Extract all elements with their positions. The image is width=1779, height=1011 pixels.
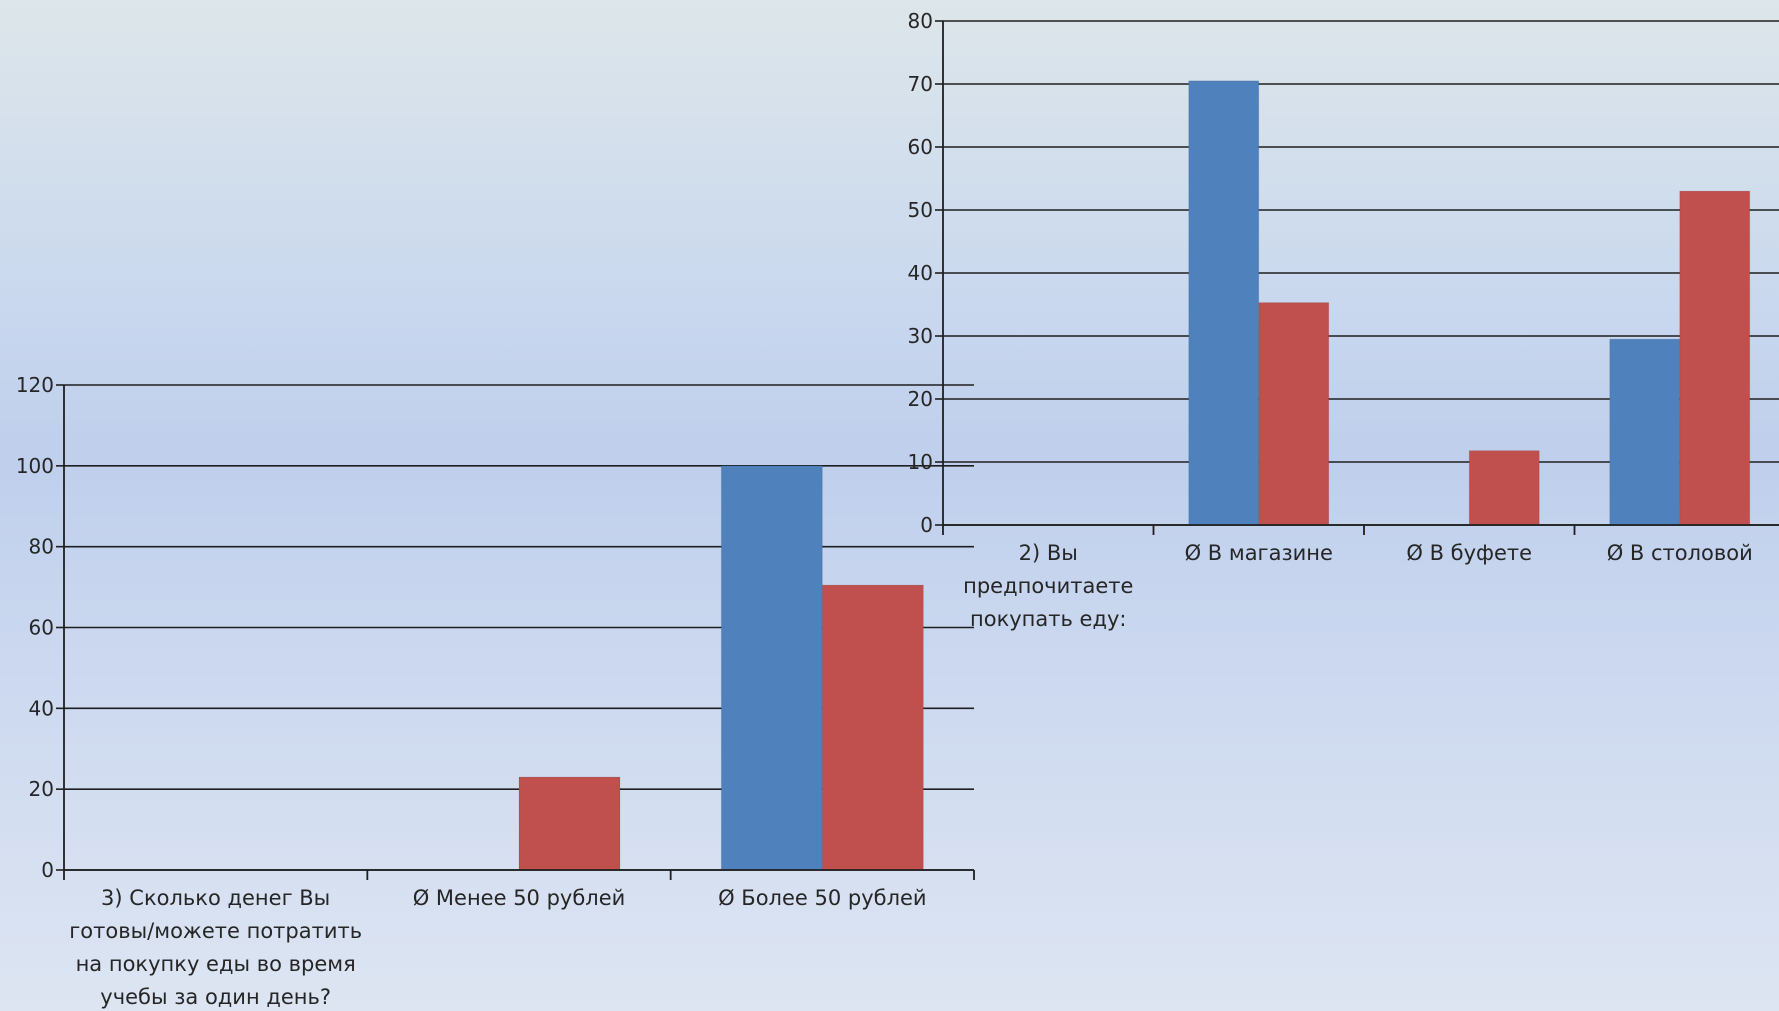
chart1-ytick-label: 60 bbox=[29, 616, 54, 640]
chart1-bar-series2-cat2 bbox=[518, 776, 621, 871]
chart1-ytick-label: 0 bbox=[41, 858, 54, 882]
chart2-ytick-label: 50 bbox=[908, 198, 933, 222]
chart2-ytick-label: 30 bbox=[908, 324, 933, 348]
chart1-bar-series2-cat3 bbox=[821, 584, 924, 871]
chart2-category-label: Ø В магазине bbox=[1185, 541, 1333, 565]
chart1-ytick-label: 40 bbox=[29, 696, 54, 720]
chart2-ytick-label: 70 bbox=[908, 72, 933, 96]
chart2-bar-series2-cat2 bbox=[1258, 302, 1330, 526]
chart2-bar-series2-cat4 bbox=[1679, 190, 1751, 526]
chart-food-purchase-place: 0 10 20 30 40 50 60 70 80 2) Вы предпочитаете покуп… bbox=[908, 9, 1779, 631]
chart2-category-label: предпочитаете bbox=[963, 574, 1133, 598]
chart2-ytick-label: 0 bbox=[920, 513, 933, 537]
chart2-category-label: 2) Вы bbox=[1019, 541, 1078, 565]
chart2-ytick-label: 40 bbox=[908, 261, 933, 285]
chart1-ytick-label: 120 bbox=[16, 373, 54, 397]
chart2-bar-series1-cat4 bbox=[1609, 338, 1681, 526]
chart2-ytick-label: 60 bbox=[908, 135, 933, 159]
chart2-ytick-label: 10 bbox=[908, 450, 933, 474]
chart1-ytick-label: 20 bbox=[29, 777, 54, 801]
chart1-category-label: готовы/можете потратить bbox=[69, 919, 362, 943]
chart2-category-label: Ø В буфете bbox=[1406, 541, 1532, 565]
chart2-ytick-label: 20 bbox=[908, 387, 933, 411]
chart2-bar-series2-cat3 bbox=[1468, 450, 1540, 526]
chart1-bar-series1-cat3 bbox=[720, 465, 823, 871]
chart2-category-label: покупать еду: bbox=[970, 607, 1127, 631]
chart1-category-label: Ø Менее 50 рублей bbox=[413, 886, 626, 910]
chart1-category-label: 3) Сколько денег Вы bbox=[101, 886, 330, 910]
chart1-category-label: на покупку еды во время bbox=[76, 952, 356, 976]
chart2-category-label: Ø В столовой bbox=[1607, 541, 1753, 565]
chart1-category-label: учебы за один день? bbox=[100, 985, 331, 1009]
chart1-category-label: Ø Более 50 рублей bbox=[718, 886, 927, 910]
chart1-ytick-label: 80 bbox=[29, 535, 54, 559]
chart1-ytick-label: 100 bbox=[16, 454, 54, 478]
chart2-ytick-label: 80 bbox=[908, 9, 933, 33]
chart2-bar-series1-cat2 bbox=[1188, 80, 1260, 526]
